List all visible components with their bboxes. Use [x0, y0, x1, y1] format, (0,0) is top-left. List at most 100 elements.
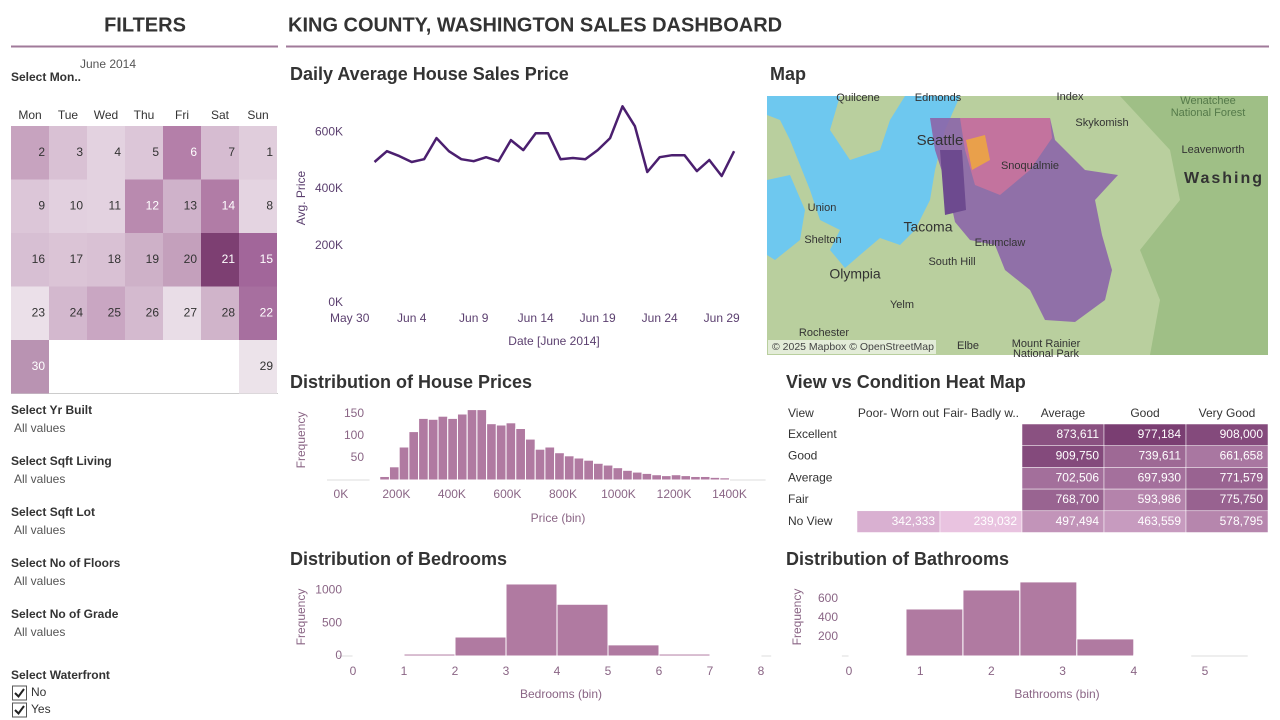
calendar-day[interactable] — [201, 179, 239, 234]
calendar-day[interactable] — [239, 233, 277, 287]
dashboard-title: KING COUNTY, WASHINGTON SALES DASHBOARD — [288, 14, 782, 36]
calendar-day-label: 30 — [32, 359, 46, 373]
calendar-day-label: 1 — [266, 145, 273, 159]
calendar-day[interactable] — [239, 179, 277, 234]
y-tick-label: 150 — [344, 406, 364, 420]
x-tick-label: 4 — [1130, 664, 1137, 678]
filter-value[interactable]: All values — [14, 472, 65, 486]
weekday: Wed — [94, 108, 118, 122]
filter-label: Select Yr Built — [11, 403, 92, 417]
calendar-day[interactable] — [239, 340, 277, 394]
heat-cell-label: 908,000 — [1220, 427, 1264, 441]
x-tick-label: 3 — [1059, 664, 1066, 678]
bar — [379, 475, 390, 481]
calendar-day-label: 13 — [184, 199, 198, 213]
filter-value[interactable]: All values — [14, 421, 65, 435]
calendar-day[interactable] — [201, 286, 239, 341]
y-axis-title: Avg. Price — [294, 170, 308, 225]
calendar-day[interactable] — [239, 286, 277, 341]
calendar-day-label: 27 — [184, 306, 198, 320]
x-tick-label: 2 — [988, 664, 995, 678]
calendar-day[interactable] — [87, 286, 125, 341]
x-tick-label: 7 — [707, 664, 714, 678]
calendar-day-label: 10 — [70, 199, 84, 213]
calendar-day[interactable] — [49, 233, 87, 287]
x-tick-label: 8 — [758, 664, 765, 678]
calendar-day[interactable] — [87, 233, 125, 287]
calendar-day[interactable] — [201, 126, 239, 180]
calendar-day[interactable] — [11, 233, 49, 287]
calendar-day[interactable] — [49, 126, 87, 180]
x-tick-label: Jun 24 — [642, 311, 678, 325]
y-tick-label: 0K — [328, 295, 343, 309]
y-tick-label: 400 — [818, 610, 838, 624]
checkbox[interactable] — [12, 685, 27, 701]
calendar-day[interactable] — [163, 126, 201, 180]
filter-value[interactable]: All values — [14, 625, 65, 639]
heat-cell-label: 775,750 — [1220, 492, 1264, 506]
heat-cell-label: 342,333 — [892, 514, 936, 528]
calendar-day[interactable] — [49, 179, 87, 234]
x-tick-label: Jun 29 — [704, 311, 740, 325]
bar — [709, 476, 721, 481]
y-tick-label: 200K — [315, 238, 343, 252]
checkmark — [14, 705, 25, 716]
calendar-day[interactable] — [163, 286, 201, 341]
weekday: Thu — [134, 108, 155, 122]
calendar-day[interactable] — [125, 179, 163, 234]
calendar-day-label: 23 — [32, 306, 46, 320]
x-tick-label: 2 — [452, 664, 459, 678]
x-tick-label: 800K — [549, 487, 577, 501]
calendar-day-label: 3 — [76, 145, 83, 159]
calendar-day[interactable] — [125, 233, 163, 287]
calendar-day[interactable] — [163, 179, 201, 234]
heat-cell-label: 873,611 — [1057, 427, 1100, 441]
x-tick-label: 600K — [493, 487, 521, 501]
heat-cell-label: 771,579 — [1220, 470, 1264, 484]
heatmap-corner: View — [788, 406, 814, 420]
calendar-day-label: 24 — [70, 306, 84, 320]
chart-title: Distribution of Bedrooms — [290, 549, 507, 569]
calendar-day[interactable] — [163, 233, 201, 287]
checkbox[interactable] — [12, 702, 27, 718]
calendar-day-label: 4 — [114, 145, 121, 159]
calendar-day[interactable] — [87, 179, 125, 234]
calendar-day[interactable] — [49, 286, 87, 341]
filter-value[interactable]: All values — [14, 523, 65, 537]
y-tick-label: 400K — [315, 181, 343, 195]
calendar-day[interactable] — [11, 286, 49, 341]
bar — [658, 653, 711, 657]
bar — [631, 471, 643, 481]
calendar-day[interactable] — [11, 179, 49, 234]
bar — [454, 636, 507, 657]
heat-cell-label: 593,986 — [1138, 492, 1182, 506]
heat-cell-label: 768,700 — [1056, 492, 1100, 506]
map-label: Rochester — [799, 327, 849, 339]
filter-label: Select Mon.. — [11, 70, 81, 84]
map-terrain — [1120, 96, 1268, 355]
map-label: Skykomish — [1075, 117, 1128, 129]
map-label: South Hill — [928, 256, 975, 268]
map-label: Tacoma — [903, 219, 952, 235]
chart-title: Daily Average House Sales Price — [290, 64, 569, 84]
chart-title: Distribution of House Prices — [290, 372, 532, 392]
bar — [544, 446, 556, 481]
calendar-day[interactable] — [11, 126, 49, 180]
bar — [456, 413, 468, 481]
map-water — [767, 175, 805, 260]
bar — [505, 583, 558, 657]
calendar-day-label: 5 — [152, 145, 159, 159]
filter-value[interactable]: All values — [14, 574, 65, 588]
map-label: Leavenworth — [1182, 144, 1245, 156]
map[interactable] — [767, 96, 1268, 355]
calendar-day[interactable] — [87, 126, 125, 180]
calendar-day[interactable] — [201, 233, 239, 287]
heat-cell-label: 702,506 — [1056, 470, 1100, 484]
calendar-day[interactable] — [239, 126, 277, 180]
calendar-day[interactable] — [11, 340, 49, 394]
calendar-day[interactable] — [125, 126, 163, 180]
heat-cell-label: 697,930 — [1138, 470, 1182, 484]
calendar-day[interactable] — [125, 286, 163, 341]
map-label: Wenatchee — [1180, 95, 1235, 107]
x-tick-label: 1 — [917, 664, 924, 678]
